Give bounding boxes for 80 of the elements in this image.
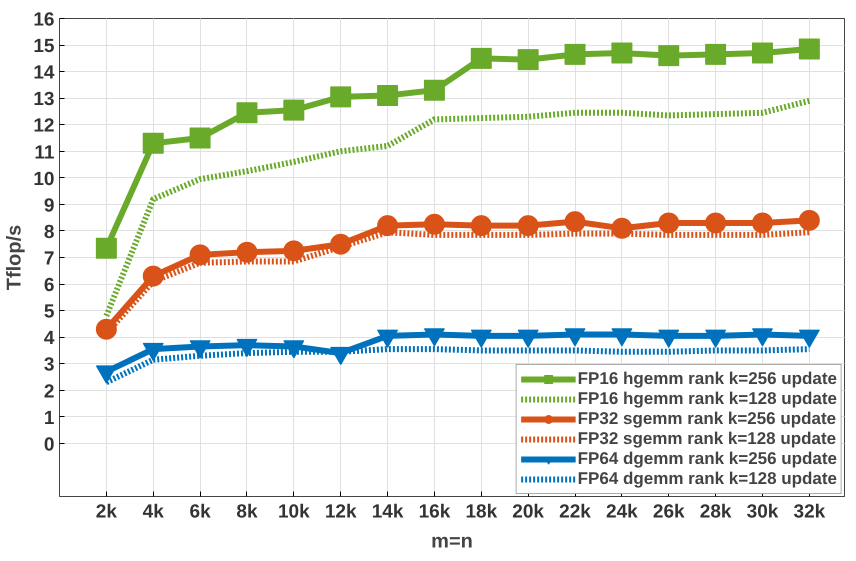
point (424, 328, 445, 347)
y-tick-label: 2 (44, 381, 55, 402)
y-tick-label: 4 (44, 328, 55, 350)
legend-label: FP16 hgemm rank k=256 update (578, 369, 837, 389)
point (142, 132, 164, 154)
x-tick-label: 24k (606, 502, 638, 522)
x-axis-title: m=n (431, 530, 473, 552)
x-tick-label: 20k (512, 502, 544, 522)
point (236, 102, 258, 124)
x-tick-label: 26k (652, 502, 686, 522)
y-tick-label: 5 (44, 302, 55, 323)
x-tick-label: 6k (190, 502, 212, 522)
point (190, 340, 211, 359)
point (752, 212, 773, 234)
point (470, 215, 492, 236)
point (96, 238, 117, 259)
y-tick-label: 6 (44, 275, 55, 296)
point (377, 330, 398, 348)
point (658, 330, 680, 348)
point (798, 210, 820, 231)
point (564, 328, 586, 347)
x-tick-label: 16k (418, 502, 451, 522)
y-tick-label: 12 (33, 116, 55, 137)
y-tick-label: 9 (44, 195, 55, 216)
point (752, 328, 773, 347)
point (190, 128, 211, 148)
point (424, 214, 445, 235)
point (470, 48, 492, 69)
y-tick-label: 14 (33, 62, 55, 84)
legend-label: FP64 dgemm rank k=128 update (578, 469, 837, 489)
x-tick-label: 12k (324, 502, 357, 522)
x-tick-label: 2k (96, 502, 118, 522)
y-tick-label: 11 (34, 142, 55, 164)
point (142, 342, 164, 362)
point (518, 330, 539, 348)
y-tick-label: 0 (44, 434, 55, 456)
point (564, 44, 586, 65)
x-tick-label: 18k (465, 502, 498, 522)
point (283, 100, 304, 121)
point (330, 86, 352, 108)
y-tick-label: 10 (33, 168, 55, 190)
y-axis-title: Tflop/s (3, 224, 26, 290)
legend-label: FP16 hgemm rank k=128 update (578, 389, 837, 409)
x-tick-label: 4k (142, 502, 164, 522)
legend-label: FP64 dgemm rank k=256 update (578, 449, 837, 469)
y-tick-label: 7 (44, 248, 55, 270)
point (798, 38, 820, 60)
y-tick-label: 1 (44, 408, 55, 429)
point (611, 328, 632, 347)
point (752, 42, 773, 64)
point (518, 215, 539, 236)
legend-label: FP32 sgemm rank k=256 update (578, 409, 836, 429)
x-tick-label: 32k (794, 502, 826, 522)
point (705, 330, 726, 348)
x-tick-label: 8k (236, 502, 258, 522)
point (518, 49, 539, 70)
y-tick-label: 3 (44, 354, 55, 376)
point (424, 80, 445, 101)
point (283, 340, 304, 359)
point (377, 85, 398, 106)
point (611, 42, 632, 64)
legend-label: FP32 sgemm rank k=128 update (578, 429, 836, 449)
point (236, 338, 258, 358)
y-tick-label: 15 (33, 36, 55, 58)
point (658, 212, 680, 234)
point (470, 330, 492, 348)
x-tick-label: 30k (746, 502, 779, 522)
x-tick-label: 22k (559, 502, 592, 522)
point (236, 242, 258, 263)
y-tick-label: 16 (33, 10, 55, 30)
point (658, 45, 680, 66)
point (705, 212, 726, 234)
y-tick-label: 8 (44, 222, 55, 243)
y-tick-label: 13 (33, 89, 55, 110)
point (705, 44, 726, 65)
point (798, 330, 820, 348)
x-tick-label: 28k (700, 502, 732, 522)
x-tick-label: 14k (372, 502, 404, 522)
point (564, 211, 586, 232)
x-tick-label: 10k (278, 502, 310, 522)
